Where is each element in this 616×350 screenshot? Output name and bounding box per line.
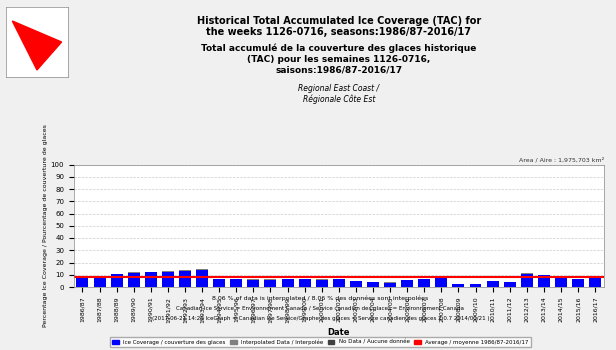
Bar xyxy=(264,279,277,280)
Bar xyxy=(94,278,105,279)
Bar xyxy=(76,276,89,287)
Bar xyxy=(196,270,208,287)
Bar xyxy=(384,283,396,287)
Text: (2017-06-21 14:20 IceGraph = Canadian Ice Service/Graphe des glaces = Service ca: (2017-06-21 14:20 IceGraph = Canadian Ic… xyxy=(152,316,489,321)
Bar xyxy=(504,282,516,287)
Bar xyxy=(487,281,498,287)
Bar xyxy=(162,271,174,272)
Bar xyxy=(436,277,447,287)
Bar xyxy=(521,274,533,287)
Text: Canadian Ice Service = Environnement Canada / Service canadien des glaces = Envi: Canadian Ice Service = Environnement Can… xyxy=(176,306,464,311)
Bar xyxy=(282,279,293,287)
Legend: Ice Coverage / couverture des glaces, Interpolated Data / Interpolée, No Data / : Ice Coverage / couverture des glaces, In… xyxy=(110,337,531,347)
Bar xyxy=(401,280,413,287)
Bar xyxy=(521,273,533,274)
Bar xyxy=(350,281,362,287)
Bar xyxy=(418,279,430,287)
X-axis label: Date: Date xyxy=(328,328,350,337)
Bar xyxy=(162,272,174,287)
Bar xyxy=(230,279,242,287)
Bar xyxy=(128,273,140,287)
Bar xyxy=(469,284,482,287)
Bar xyxy=(299,279,310,287)
Bar xyxy=(384,282,396,283)
Bar xyxy=(572,279,584,287)
Bar xyxy=(538,275,550,287)
Average / moyenne 1986/87-2016/17 xyxy=(79,275,86,279)
Bar xyxy=(350,280,362,281)
Text: Area / Aire : 1,975,703 km²: Area / Aire : 1,975,703 km² xyxy=(519,157,604,163)
Text: Historical Total Accumulated Ice Coverage (TAC) for
the weeks 1126-0716, seasons: Historical Total Accumulated Ice Coverag… xyxy=(197,16,481,37)
Bar xyxy=(128,272,140,273)
Bar xyxy=(248,279,259,280)
Bar xyxy=(213,279,225,287)
Y-axis label: Percentage Ice Coverage / Pourcentage de couverture de glaces: Percentage Ice Coverage / Pourcentage de… xyxy=(43,124,48,327)
Bar xyxy=(145,272,157,287)
Average / moyenne 1986/87-2016/17 xyxy=(96,275,103,279)
Bar xyxy=(196,269,208,270)
Bar xyxy=(111,274,123,287)
Bar xyxy=(589,278,601,279)
Bar xyxy=(589,279,601,287)
Bar xyxy=(316,279,328,280)
Bar xyxy=(179,271,191,287)
Bar xyxy=(367,282,379,287)
Bar xyxy=(452,284,464,287)
Text: 8.06 % of data is interpolated / 8.06 % des données sont interpolées: 8.06 % of data is interpolated / 8.06 % … xyxy=(212,296,429,301)
Bar xyxy=(333,279,345,287)
Bar xyxy=(316,280,328,287)
Bar xyxy=(94,279,105,287)
Polygon shape xyxy=(12,21,62,70)
Text: Total accumulé de la couverture des glaces historique
(TAC) pour les semaines 11: Total accumulé de la couverture des glac… xyxy=(201,44,477,74)
Bar xyxy=(555,278,567,287)
Bar xyxy=(264,280,277,287)
Bar xyxy=(248,280,259,287)
Text: Regional East Coast /
Régionale Côte Est: Regional East Coast / Régionale Côte Est xyxy=(298,84,379,104)
